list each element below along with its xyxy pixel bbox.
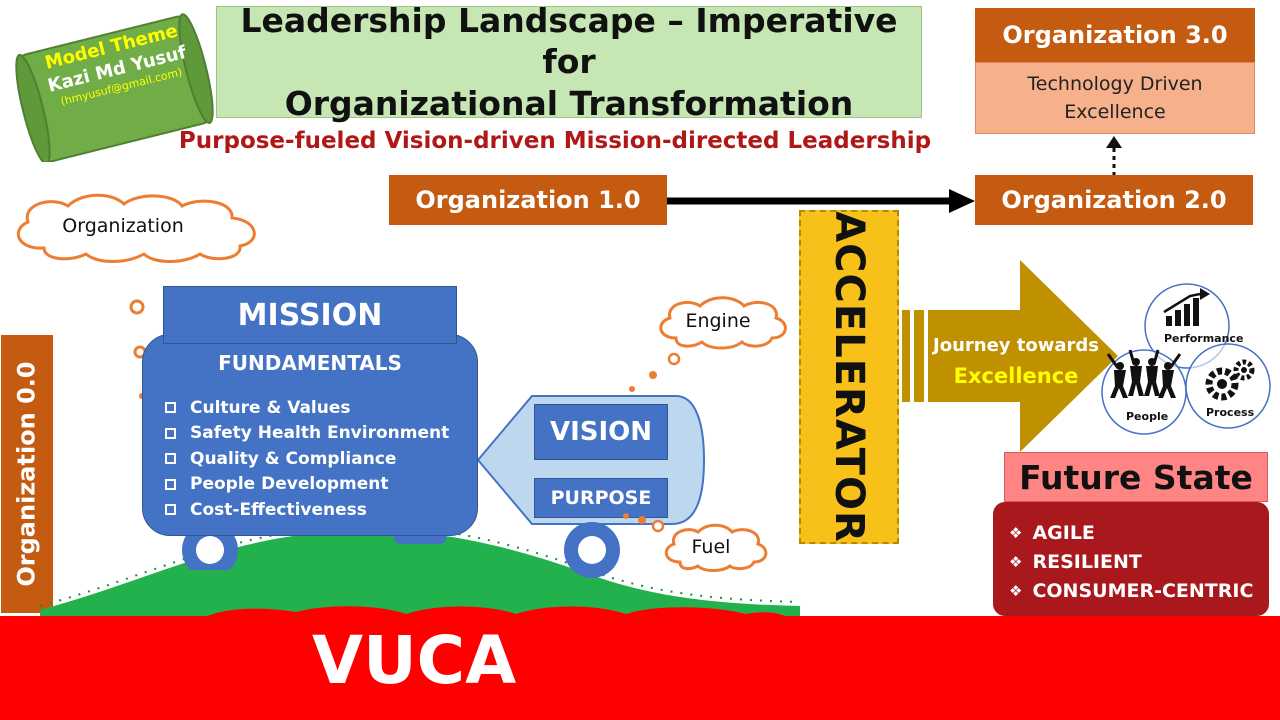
venn-label-performance: Performance <box>1164 332 1244 345</box>
org-0-box: Organization 0.0 <box>1 335 53 613</box>
fundamental-item: Cost-Effectiveness <box>165 497 449 523</box>
fuel-cloud-label: Fuel <box>691 536 731 558</box>
org-3-box: Organization 3.0 <box>975 8 1255 62</box>
checkbox-bullet-icon <box>165 504 176 516</box>
org-2-box: Organization 2.0 <box>975 175 1253 225</box>
org-1-box: Organization 1.0 <box>389 175 667 225</box>
fuel-cloud <box>664 523 768 572</box>
fundamental-item-label: Safety Health Environment <box>190 423 450 444</box>
fundamentals-panel: FUNDAMENTALS Culture & Values Safety Hea… <box>142 334 478 536</box>
wheel-rear <box>182 530 238 570</box>
fundamentals-list: Culture & Values Safety Health Environme… <box>165 395 449 523</box>
journey-text: Journey towards Excellence <box>930 332 1102 392</box>
accelerator-label: ACCELERATOR <box>826 211 873 543</box>
fundamental-item-label: Quality & Compliance <box>190 448 397 469</box>
future-state-item-label: RESILIENT <box>1032 550 1142 573</box>
fundamentals-title: FUNDAMENTALS <box>218 351 402 375</box>
page-title: Leadership Landscape – Imperative for Or… <box>216 1 922 123</box>
future-state-item: ❖ AGILE <box>1009 518 1253 547</box>
org-3-description: Technology Driven Excellence <box>975 62 1255 134</box>
fundamental-item: Culture & Values <box>165 395 449 421</box>
fuel-thought-dots <box>623 513 665 533</box>
subtitle: Purpose-fueled Vision-driven Mission-dir… <box>178 128 932 154</box>
checkbox-bullet-icon <box>165 478 176 490</box>
org-3-desc-line-1: Technology Driven <box>1027 72 1203 95</box>
fundamental-item: People Development <box>165 472 449 498</box>
organization-cloud <box>16 193 256 263</box>
people-icon <box>1106 349 1182 398</box>
fundamental-item: Safety Health Environment <box>165 421 449 447</box>
title-line-2: Organizational Transformation <box>284 83 854 123</box>
gears-icon <box>1205 359 1255 401</box>
venn-circles <box>1101 283 1271 435</box>
future-state-title: Future State <box>1004 452 1268 502</box>
checkbox-bullet-icon <box>165 453 176 465</box>
org-3-desc-line-2: Excellence <box>1064 101 1166 123</box>
diamond-bullet-icon: ❖ <box>1009 552 1023 571</box>
wheel-front <box>564 522 620 578</box>
future-state-panel: ❖ AGILE ❖ RESILIENT ❖ CONSUMER-CENTRIC <box>993 502 1269 616</box>
diamond-bullet-icon: ❖ <box>1009 523 1023 542</box>
engine-thought-dots <box>629 352 681 392</box>
fundamental-item-label: Culture & Values <box>190 397 351 418</box>
fundamental-item-label: Cost-Effectiveness <box>190 499 367 520</box>
arrow-org1-to-org2 <box>667 189 975 213</box>
future-state-item: ❖ RESILIENT <box>1009 547 1253 576</box>
performance-chart-icon <box>1163 288 1210 326</box>
fundamental-item: Quality & Compliance <box>165 446 449 472</box>
title-line-1: Leadership Landscape – Imperative for <box>240 0 898 82</box>
journey-arrow <box>902 260 1118 452</box>
accelerator-box: ACCELERATOR <box>799 210 899 544</box>
vuca-label: VUCA <box>312 622 517 699</box>
vuca-cloud-top <box>186 606 806 634</box>
journey-line-1: Journey towards <box>933 335 1099 356</box>
checkbox-bullet-icon <box>165 402 176 414</box>
dotted-arrow-up <box>1106 136 1122 176</box>
diamond-bullet-icon: ❖ <box>1009 581 1023 600</box>
engine-cloud-label: Engine <box>685 310 751 332</box>
journey-line-2: Excellence <box>953 363 1079 388</box>
venn-label-people: People <box>1126 410 1169 423</box>
future-state-item: ❖ CONSUMER-CENTRIC <box>1009 576 1253 605</box>
mission-box: MISSION <box>163 286 457 344</box>
future-state-item-label: AGILE <box>1032 521 1095 544</box>
engine-cloud <box>659 296 787 350</box>
fundamental-item-label: People Development <box>190 474 389 495</box>
future-state-item-label: CONSUMER-CENTRIC <box>1032 579 1254 602</box>
future-state-list: ❖ AGILE ❖ RESILIENT ❖ CONSUMER-CENTRIC <box>1009 518 1253 605</box>
venn-diagram: Performance People Process <box>1100 282 1276 438</box>
organization-cloud-label: Organization <box>62 215 184 237</box>
vision-box: VISION <box>534 404 668 460</box>
venn-label-process: Process <box>1206 406 1255 419</box>
purpose-box: PURPOSE <box>534 478 668 518</box>
checkbox-bullet-icon <box>165 427 176 439</box>
